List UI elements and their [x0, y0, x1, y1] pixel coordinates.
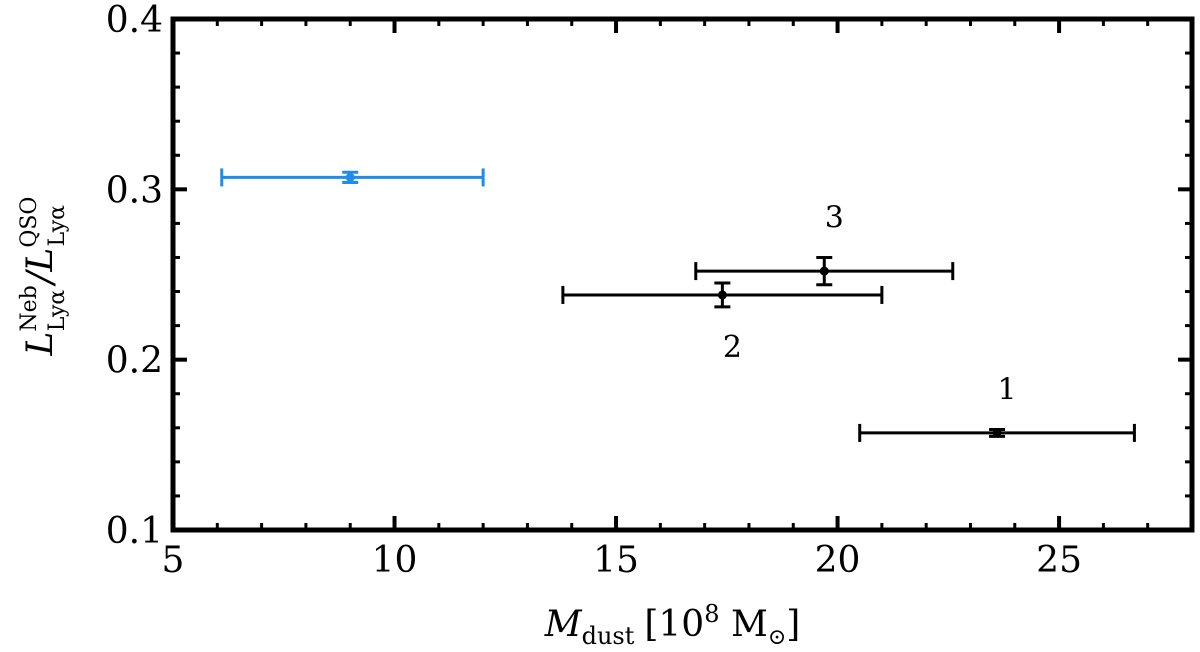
x-axis-label-symbol: M: [544, 604, 583, 645]
data-marker: [992, 428, 1002, 438]
y-axis-label: LNeb Lyα/LQSO Lyα: [17, 197, 70, 357]
plot-frame-group: [170, 16, 1195, 533]
x-tick-label: 25: [1036, 540, 1082, 581]
data-point: [220, 168, 485, 187]
x-axis-label-unit-exp: 8: [704, 600, 719, 628]
plot-frame: [170, 16, 1195, 533]
x-axis-label-unit-sub: ⊙: [768, 625, 786, 650]
data-marker: [345, 172, 355, 182]
data-point: 3: [694, 200, 955, 287]
x-axis-label-unit-close: M: [720, 604, 768, 645]
y-axis-label-den-symbol: L: [20, 248, 61, 273]
x-tick-label: 5: [162, 540, 185, 581]
x-axis-label-bracket-end: ]: [786, 604, 800, 645]
data-point-label: 1: [998, 373, 1017, 408]
data-marker: [717, 290, 727, 300]
data-point-label: 2: [723, 330, 742, 365]
y-tick-label: 0.4: [106, 0, 163, 41]
data-marker: [819, 266, 829, 276]
y-tick-label: 0.2: [106, 341, 163, 382]
y-axis-label-num-symbol: L: [20, 332, 61, 357]
y-axis-label-num-sub: Lyα: [45, 290, 70, 332]
y-axis-label-slash: /: [20, 268, 61, 287]
y-axis-label-den-sub: Lyα: [45, 205, 70, 247]
y-tick-label: 0.1: [106, 511, 163, 552]
x-tick-label: 15: [593, 540, 639, 581]
data-points-group: 1 2 3: [220, 168, 1136, 442]
x-axis-label-unit-open: [10: [644, 604, 704, 645]
data-point-label: 3: [825, 200, 844, 235]
x-tick-label: 10: [372, 540, 418, 581]
data-point: 2: [561, 281, 884, 365]
x-tick-label: 20: [815, 540, 861, 581]
x-axis-label-sub: dust: [582, 622, 635, 650]
y-axis-label-num-sup: Neb: [17, 285, 42, 331]
y-axis-label-den-sup: QSO: [17, 197, 42, 248]
x-axis-label: Mdust [108 M⊙]: [544, 600, 801, 650]
data-point: 1: [858, 373, 1136, 442]
y-tick-label: 0.3: [106, 170, 163, 211]
ticks-group: 5 10 15 20 25 0.1 0.2 0.3 0.4: [106, 0, 1192, 581]
